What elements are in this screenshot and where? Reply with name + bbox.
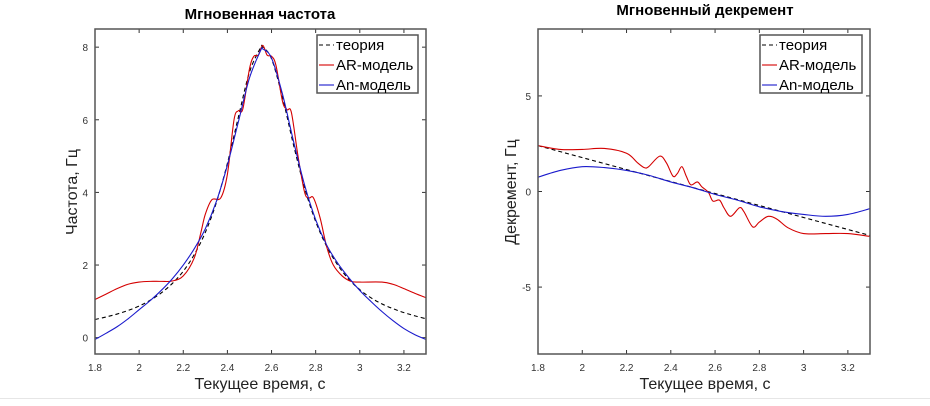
x-tick-label: 2.4 [664, 363, 678, 374]
x-tick-label: 2.8 [309, 363, 323, 374]
legend-label: An-модель [779, 77, 854, 94]
x-axis-label: Текущее время, с [194, 376, 325, 393]
y-tick-label: 8 [82, 43, 88, 54]
x-tick-label: 2.6 [708, 363, 722, 374]
legend-label: теория [336, 37, 384, 54]
x-tick-label: 2.8 [752, 363, 766, 374]
y-tick-label: 2 [82, 261, 88, 272]
series-line-an-model [95, 47, 426, 340]
series-line-an-model [538, 165, 870, 217]
x-tick-label: 3.2 [397, 363, 411, 374]
x-tick-label: 2.6 [265, 363, 279, 374]
series-line-ar-model [95, 44, 426, 301]
chart-title: Мгновенная частота [185, 6, 336, 23]
y-tick-label: 5 [525, 92, 531, 103]
x-tick-label: 2.2 [620, 363, 634, 374]
x-tick-label: 2 [579, 363, 585, 374]
y-tick-label: 0 [82, 334, 88, 345]
y-tick-label: 6 [82, 116, 88, 127]
series-group [538, 145, 870, 237]
x-tick-label: 2.4 [220, 363, 234, 374]
y-tick-label: -5 [522, 283, 531, 294]
x-axis-label: Текущее время, с [639, 376, 770, 393]
legend: теория AR-модель An-модель [316, 34, 419, 94]
legend-label: An-модель [336, 77, 411, 94]
x-tick-label: 1.8 [531, 363, 545, 374]
legend-label: AR-модель [336, 57, 414, 74]
series-group [95, 44, 426, 340]
y-tick-label: 0 [525, 188, 531, 199]
x-tick-label: 1.8 [88, 363, 102, 374]
legend-label: теория [779, 37, 827, 54]
y-axis-label: Декремент, Гц [503, 139, 520, 245]
x-tick-label: 2.2 [176, 363, 190, 374]
axes-frame [94, 28, 427, 355]
chart-title: Мгновенный декремент [616, 2, 793, 19]
legend: теория AR-модель An-модель [759, 34, 863, 94]
x-tick-label: 3.2 [841, 363, 855, 374]
chart-instant-decrement: Мгновенный декремент Текущее время, с Де… [503, 2, 871, 393]
x-tick-label: 3 [801, 363, 807, 374]
series-line-ar-model [538, 145, 870, 237]
legend-label: AR-модель [779, 57, 857, 74]
chart-instant-frequency: Мгновенная частота Текущее время, с Част… [64, 6, 427, 393]
y-axis-label: Частота, Гц [64, 149, 81, 235]
y-tick-label: 4 [82, 188, 88, 199]
x-tick-label: 3 [357, 363, 363, 374]
axes-frame [537, 28, 871, 355]
x-tick-label: 2 [136, 363, 142, 374]
